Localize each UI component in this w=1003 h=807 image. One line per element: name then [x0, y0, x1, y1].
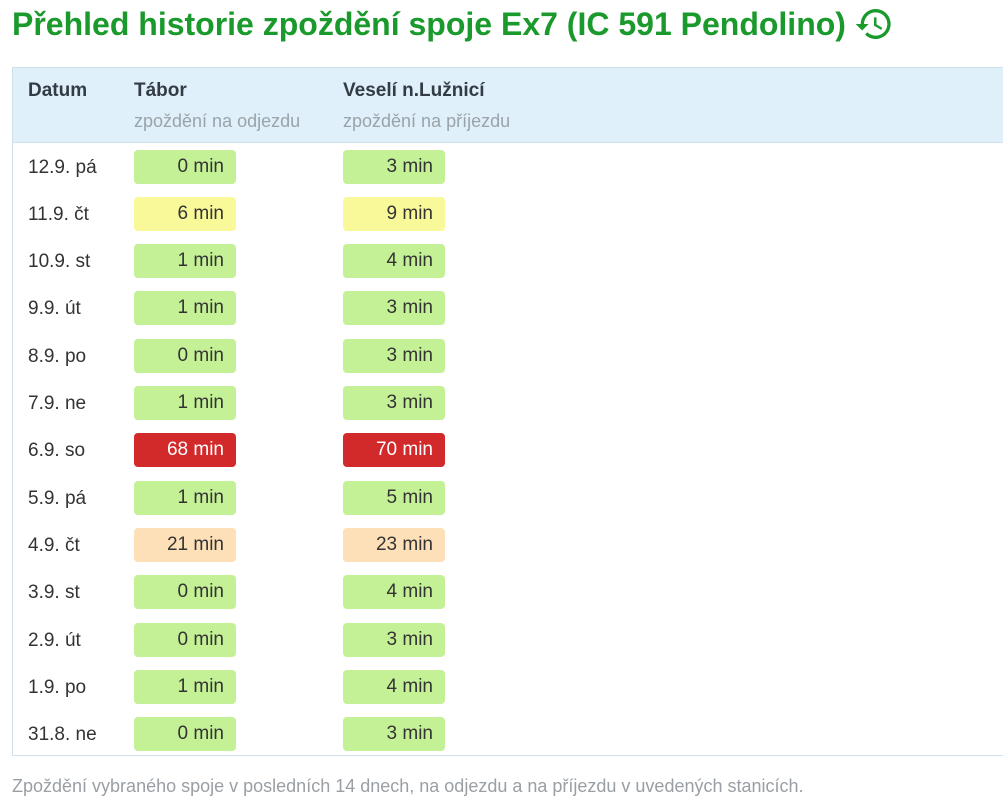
date-cell: 11.9. čt	[28, 203, 89, 225]
table-row: 1.9. po 1 min 4 min	[13, 664, 1003, 711]
veseli-delay-badge: 3 min	[343, 717, 445, 752]
column-header-veseli: Veselí n.Lužnicí zpoždění na příjezdu	[343, 80, 511, 131]
table-row: 11.9. čt 6 min 9 min	[13, 191, 1003, 238]
table-row: 31.8. ne 0 min 3 min	[13, 711, 1003, 758]
veseli-delay-badge: 3 min	[343, 386, 445, 420]
date-cell: 31.8. ne	[28, 724, 97, 746]
date-cell: 8.9. po	[28, 345, 87, 367]
date-cell: 2.9. út	[28, 629, 81, 651]
tabor-delay-badge: 6 min	[134, 196, 236, 231]
date-cell: 9.9. út	[28, 298, 81, 320]
table-header: Datum Tábor zpoždění na odjezdu Veselí n…	[13, 68, 1003, 143]
tabor-delay-badge: 21 min	[134, 527, 236, 562]
date-cell: 4.9. čt	[28, 534, 80, 556]
tabor-delay-badge: 1 min	[134, 386, 236, 420]
history-icon[interactable]	[854, 4, 894, 44]
page-title: Přehled historie zpoždění spoje Ex7 (IC …	[12, 6, 846, 42]
table-footnote: Zpoždění vybraného spoje v posledních 14…	[12, 776, 804, 796]
page-header: Přehled historie zpoždění spoje Ex7 (IC …	[12, 2, 894, 46]
table-row: 10.9. st 1 min 4 min	[13, 238, 1003, 285]
veseli-delay-badge: 3 min	[343, 622, 445, 657]
delay-history-table: Datum Tábor zpoždění na odjezdu Veselí n…	[12, 67, 1003, 756]
tabor-delay-badge: 0 min	[134, 622, 236, 657]
date-cell: 12.9. pá	[28, 156, 97, 178]
tabor-delay-badge: 1 min	[134, 669, 236, 704]
veseli-delay-badge: 70 min	[343, 433, 445, 468]
table-row: 9.9. út 1 min 3 min	[13, 285, 1003, 332]
date-cell: 7.9. ne	[28, 393, 87, 414]
veseli-delay-badge: 23 min	[343, 527, 445, 562]
veseli-delay-badge: 5 min	[343, 480, 445, 515]
date-cell: 1.9. po	[28, 676, 87, 698]
column-header-tabor: Tábor zpoždění na odjezdu	[134, 80, 301, 131]
tabor-delay-badge: 1 min	[134, 244, 236, 279]
table-row: 12.9. pá 0 min 3 min	[13, 144, 1003, 191]
table-row: 3.9. st 0 min 4 min	[13, 569, 1003, 616]
tabor-delay-badge: 68 min	[134, 433, 236, 468]
veseli-delay-badge: 4 min	[343, 669, 445, 704]
tabor-delay-badge: 0 min	[134, 338, 236, 373]
date-cell: 10.9. st	[28, 251, 91, 273]
table-row: 5.9. pá 1 min 5 min	[13, 475, 1003, 522]
veseli-delay-badge: 4 min	[343, 244, 445, 279]
tabor-delay-badge: 0 min	[134, 575, 236, 610]
table-row: 8.9. po 0 min 3 min	[13, 333, 1003, 380]
veseli-delay-badge: 3 min	[343, 291, 445, 326]
veseli-delay-badge: 3 min	[343, 338, 445, 373]
table-row: 2.9. út 0 min 3 min	[13, 617, 1003, 664]
tabor-delay-badge: 1 min	[134, 480, 236, 515]
tabor-delay-badge: 0 min	[134, 717, 236, 752]
table-row: 4.9. čt 21 min 23 min	[13, 522, 1003, 569]
date-cell: 6.9. so	[28, 440, 86, 462]
veseli-delay-badge: 4 min	[343, 575, 445, 610]
date-cell: 3.9. st	[28, 582, 80, 604]
table-row: 6.9. so 68 min 70 min	[13, 427, 1003, 474]
veseli-delay-badge: 9 min	[343, 196, 445, 231]
veseli-delay-badge: 3 min	[343, 149, 445, 184]
tabor-delay-badge: 1 min	[134, 291, 236, 326]
date-cell: 5.9. pá	[28, 487, 87, 509]
column-header-date: Datum	[28, 80, 88, 101]
table-row: 7.9. ne 1 min 3 min	[13, 380, 1003, 427]
tabor-delay-badge: 0 min	[134, 149, 236, 184]
